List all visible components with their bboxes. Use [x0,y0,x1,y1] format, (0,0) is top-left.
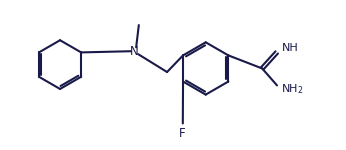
Text: NH$_2$: NH$_2$ [282,82,304,96]
Text: NH: NH [282,43,298,53]
Text: N: N [130,45,139,58]
Text: F: F [179,127,185,140]
